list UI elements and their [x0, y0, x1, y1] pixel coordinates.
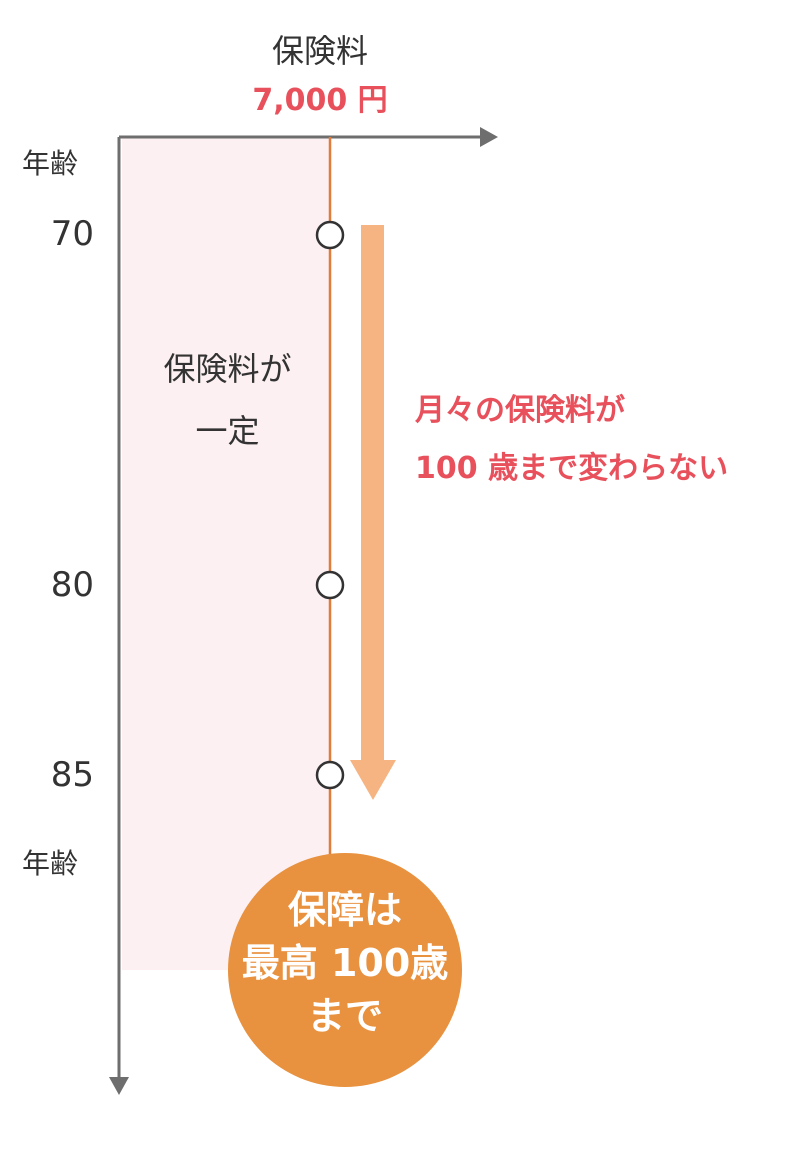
- age-tick-80: 80: [50, 565, 94, 605]
- note-line-1: 保険料が: [163, 350, 292, 388]
- coverage-badge: [228, 853, 462, 1087]
- down-arrow-head: [350, 760, 396, 800]
- message-line-1: 月々の保険料が: [415, 393, 625, 428]
- premium-amount: 7,000 円: [252, 83, 388, 118]
- age-tick-70: 70: [50, 214, 94, 254]
- constant-premium-band: [122, 137, 330, 970]
- age-axis-label-bottom: 年齢: [22, 847, 79, 880]
- age-axis-label-top: 年齢: [22, 147, 79, 180]
- badge-line-1: 保障は: [287, 888, 402, 932]
- age-tick-85: 85: [50, 755, 94, 795]
- age-70-marker: [315, 220, 345, 250]
- note-line-2: 一定: [195, 412, 260, 450]
- badge-line-3: まで: [306, 994, 383, 1038]
- age-85-marker: [315, 760, 345, 790]
- age-axis-arrowhead: [109, 1077, 129, 1095]
- age-80-marker: [315, 570, 345, 600]
- message-line-2: 100 歳まで変わらない: [415, 451, 729, 486]
- premium-axis-title: 保険料: [271, 32, 368, 70]
- coverage-badge-text: 保障は 最高 100歳 まで: [232, 884, 458, 1043]
- premium-axis-arrowhead: [480, 127, 498, 147]
- badge-line-2: 最高 100歳: [241, 941, 449, 985]
- down-arrow-shaft: [361, 225, 384, 763]
- constant-premium-note: 保険料が 一定: [140, 338, 315, 462]
- unchanged-premium-message: 月々の保険料が 100 歳まで変わらない: [415, 382, 728, 498]
